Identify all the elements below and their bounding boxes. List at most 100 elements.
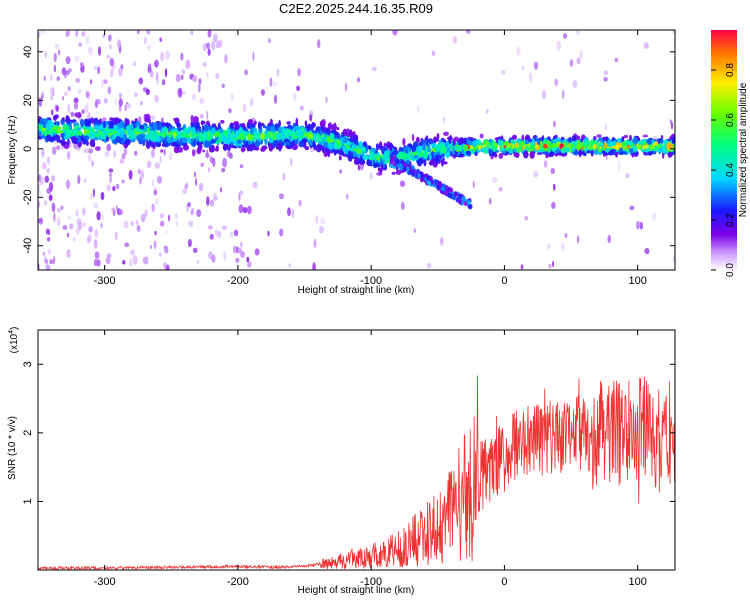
spectrogram-cell bbox=[221, 83, 225, 89]
spectrogram-cell bbox=[152, 179, 154, 187]
spectrogram-cell bbox=[94, 132, 99, 139]
spectrogram-cell bbox=[206, 196, 210, 207]
spectrogram-cell bbox=[349, 131, 354, 139]
spectrogram-cell bbox=[167, 138, 172, 144]
spectrogram-cell bbox=[67, 138, 70, 146]
spectrogram-cell bbox=[210, 199, 214, 207]
spectrogram-cell bbox=[51, 109, 54, 116]
spectrogram-x-axis-label: Height of straight line (km) bbox=[298, 285, 415, 296]
spectrogram-cell bbox=[140, 100, 143, 106]
colorbar-tick-label: 0.0 bbox=[725, 263, 736, 277]
spectrogram-cell bbox=[124, 138, 131, 146]
spectrogram-cell bbox=[291, 208, 294, 219]
spectrogram-cell bbox=[118, 98, 123, 107]
spectrogram-cell bbox=[672, 30, 675, 34]
spectrogram-cell bbox=[610, 140, 617, 147]
spectrogram-cell bbox=[181, 69, 186, 75]
spectrogram-cell bbox=[589, 141, 593, 149]
spectrogram-cell bbox=[94, 251, 100, 259]
spectrogram-cell bbox=[541, 89, 547, 100]
spectrogram-cell bbox=[498, 186, 503, 192]
spectrogram-cell bbox=[562, 89, 565, 100]
spectrogram-cell bbox=[67, 68, 72, 73]
spectrogram-cell bbox=[160, 149, 164, 153]
spectrogram-cell bbox=[198, 125, 201, 133]
spectrogram-cell bbox=[56, 76, 60, 81]
spectrogram-cell bbox=[512, 134, 517, 140]
spectrogram-cell bbox=[176, 122, 180, 128]
spectrogram-cell bbox=[96, 259, 101, 267]
spectrogram-cell bbox=[62, 126, 67, 130]
spectrogram-cell bbox=[430, 179, 435, 185]
spectrogram-cell bbox=[106, 253, 112, 259]
spectrogram-cell bbox=[190, 121, 194, 128]
spectrogram-cell bbox=[323, 142, 329, 148]
spectrogram-cell bbox=[357, 77, 360, 83]
spectrogram-cell bbox=[163, 138, 167, 142]
spectrogram-cell bbox=[180, 74, 184, 81]
spectrogram-cell bbox=[223, 250, 227, 261]
spectrogram-cell bbox=[222, 157, 228, 168]
spectrogram-cell bbox=[182, 136, 188, 144]
spectrogram-cell bbox=[654, 145, 658, 152]
spectrogram-cell bbox=[190, 210, 194, 215]
spectrogram-x-tick-label: -300 bbox=[94, 275, 116, 287]
spectrogram-cell bbox=[533, 61, 539, 70]
spectrogram-cell bbox=[224, 137, 228, 144]
spectrogram-cell bbox=[77, 174, 81, 185]
spectrogram-cell bbox=[56, 145, 60, 151]
spectrogram-cell bbox=[123, 147, 128, 156]
spectrogram-cell bbox=[38, 31, 41, 38]
spectrogram-cell bbox=[200, 120, 206, 125]
spectrogram-cell bbox=[519, 140, 525, 147]
spectrogram-cell bbox=[72, 128, 78, 137]
spectrogram-cell bbox=[560, 242, 565, 252]
spectrogram-cell bbox=[63, 73, 67, 79]
spectrogram-cell bbox=[214, 228, 218, 237]
spectrogram-cell bbox=[620, 151, 626, 155]
spectrogram-cell bbox=[391, 171, 396, 175]
spectrogram-cell bbox=[248, 141, 252, 145]
spectrogram-cell bbox=[154, 230, 157, 236]
spectrogram-cell bbox=[66, 232, 70, 238]
spectrogram-cell bbox=[449, 150, 454, 157]
spectrogram-cell bbox=[78, 42, 83, 47]
spectrogram-cell bbox=[163, 262, 167, 270]
spectrogram-cell bbox=[193, 138, 196, 144]
spectrogram-cell bbox=[88, 148, 94, 154]
spectrogram-cell bbox=[109, 172, 112, 178]
spectrogram-cell bbox=[196, 259, 200, 264]
spectrogram-cell bbox=[399, 180, 406, 187]
spectrogram-cell bbox=[74, 55, 80, 63]
spectrogram-cell bbox=[402, 167, 407, 173]
spectrogram-cell bbox=[455, 145, 462, 150]
spectrogram-cell bbox=[83, 135, 89, 140]
spectrogram-cell bbox=[93, 136, 99, 141]
spectrogram-cell bbox=[434, 154, 440, 163]
spectrogram-cell bbox=[222, 225, 227, 230]
spectrogram-cell bbox=[241, 147, 244, 153]
spectrogram-cell bbox=[248, 133, 252, 141]
snr-y-tick-label: 2 bbox=[22, 430, 34, 436]
spectrogram-cell bbox=[466, 30, 471, 34]
spectrogram-cell bbox=[633, 144, 638, 153]
spectrogram-cell bbox=[50, 94, 53, 101]
spectrogram-cell bbox=[65, 125, 70, 133]
spectrogram-cell bbox=[442, 116, 445, 121]
snr-x-ticks: -300 -200 -100 0 100 bbox=[94, 330, 647, 588]
spectrogram-cell bbox=[236, 136, 243, 140]
spectrogram-cell bbox=[578, 149, 582, 158]
spectrogram-cell bbox=[428, 154, 432, 160]
spectrogram-cell bbox=[320, 217, 326, 225]
spectrogram-cell bbox=[358, 141, 363, 150]
spectrogram-cell bbox=[453, 191, 458, 197]
snr-multiplier-base: (x10 bbox=[9, 333, 20, 353]
spectrogram-cell bbox=[50, 74, 53, 81]
spectrogram-cell bbox=[71, 136, 77, 144]
spectrogram-cell bbox=[474, 151, 478, 156]
spectrogram-cell bbox=[458, 137, 462, 145]
spectrogram-cell bbox=[615, 146, 620, 151]
spectrogram-cell bbox=[341, 131, 344, 138]
spectrogram-cell bbox=[150, 115, 156, 120]
spectrogram-cell bbox=[250, 98, 254, 107]
